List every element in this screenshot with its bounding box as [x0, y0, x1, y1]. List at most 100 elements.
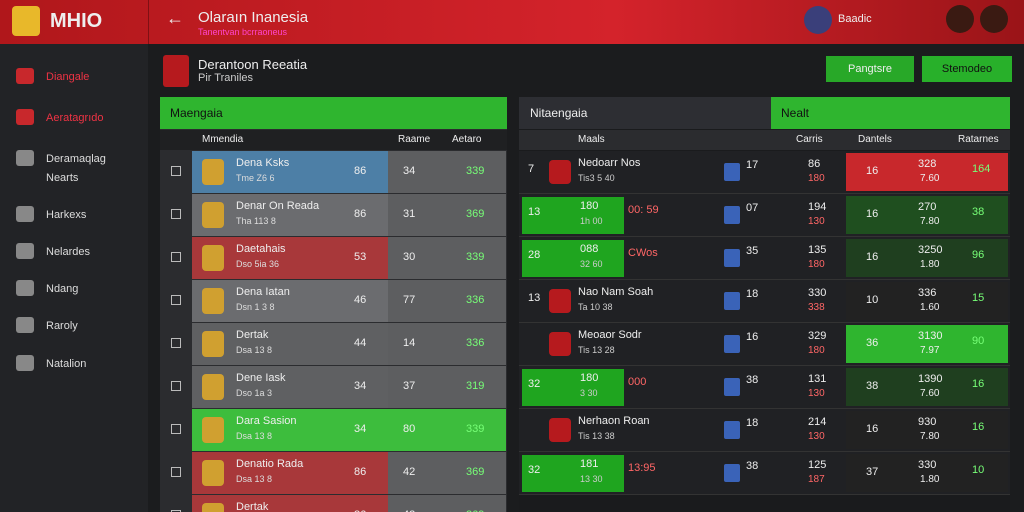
checkbox[interactable] [171, 295, 181, 305]
value: 53 [354, 251, 367, 263]
value: 7.80 [920, 431, 940, 442]
avatar[interactable] [804, 6, 832, 34]
checkbox[interactable] [171, 424, 181, 434]
column-label: Carris [796, 134, 823, 145]
button[interactable]: Stemodeo [922, 56, 1012, 82]
value: 16 [972, 378, 985, 390]
nav-item[interactable]: Diangale [46, 71, 90, 83]
nav-item[interactable]: Raroly [46, 320, 78, 332]
value: 339 [466, 165, 485, 177]
note: 13:95 [628, 462, 656, 474]
nav-icon[interactable] [16, 206, 34, 222]
checkbox[interactable] [171, 252, 181, 262]
team-sub: Ta 10 38 [578, 302, 613, 312]
nav-item[interactable]: Nelardes [46, 246, 91, 258]
value: 86 [354, 466, 367, 478]
rank: 32 [528, 464, 541, 476]
back-button[interactable]: ← [166, 8, 184, 28]
value: 125 [808, 459, 827, 471]
column-header [519, 130, 1010, 150]
nav-item[interactable]: Ndang [46, 283, 79, 295]
value: 31 [403, 208, 416, 220]
stat-cell [846, 239, 1008, 277]
value: 339 [466, 423, 485, 435]
value: 1.80 [920, 474, 940, 485]
value: 130 [808, 216, 825, 227]
value: 15 [972, 292, 985, 304]
team-name: Nao Nam Soah [578, 286, 654, 298]
value: 38 [972, 206, 985, 218]
divider [148, 0, 149, 44]
checkbox[interactable] [171, 338, 181, 348]
value: 336 [466, 337, 485, 349]
rank: 13 [528, 292, 541, 304]
team-badge [202, 503, 224, 512]
row-name-cell [192, 366, 388, 408]
team-badge [202, 417, 224, 443]
nav-item[interactable]: Natalion [46, 358, 87, 370]
team-badge [202, 159, 224, 185]
value: 44 [354, 337, 367, 349]
icon[interactable] [946, 5, 974, 33]
team-sub: 32 60 [580, 259, 603, 269]
team-sub: Dsa 13 8 [236, 431, 273, 441]
nav-icon[interactable] [16, 355, 34, 371]
value: 336 [466, 294, 485, 306]
row-value-cell [388, 495, 506, 512]
value: 16 [746, 331, 759, 343]
checkbox[interactable] [171, 467, 181, 477]
stat-icon [724, 163, 740, 181]
nav-item[interactable]: Aeratagrıdo [46, 112, 104, 124]
column-header [160, 130, 507, 150]
nav-icon[interactable] [16, 109, 34, 125]
nav-icon[interactable] [16, 68, 34, 84]
icon[interactable] [980, 5, 1008, 33]
value: 330 [808, 287, 827, 299]
stat-cell [846, 454, 1008, 492]
value: 330 [918, 459, 937, 471]
team-sub: 1h 00 [580, 216, 603, 226]
value: 130 [808, 431, 825, 442]
row-name-cell [192, 280, 388, 322]
nav-icon[interactable] [16, 280, 34, 296]
checkbox[interactable] [171, 209, 181, 219]
team-badge [202, 288, 224, 314]
button[interactable]: Pangtsre [826, 56, 914, 82]
note: CWos [628, 247, 658, 259]
value: 18 [746, 417, 759, 429]
logo-icon [12, 6, 40, 36]
value: 1.60 [920, 302, 940, 313]
stat-icon [724, 335, 740, 353]
checkbox[interactable] [171, 510, 181, 512]
column-label: Dantels [858, 134, 892, 145]
value: 180 [808, 345, 825, 356]
team-name: Dertak [236, 329, 269, 341]
row-name-cell [192, 452, 388, 494]
team-name: Daetahais [236, 243, 286, 255]
value: 7.97 [920, 345, 940, 356]
value: 37 [403, 380, 416, 392]
value: 16 [866, 251, 879, 263]
team-badge [549, 332, 571, 356]
value: 16 [866, 423, 879, 435]
logo: MHIO [50, 10, 103, 32]
nav-icon[interactable] [16, 317, 34, 333]
nav-icon[interactable] [16, 243, 34, 259]
value: 16 [866, 165, 879, 177]
panel-header [160, 97, 507, 129]
value: 30 [403, 251, 416, 263]
nav-item[interactable]: Harkexs [46, 209, 87, 221]
row-name-cell [192, 495, 388, 512]
checkbox[interactable] [171, 381, 181, 391]
row-name-cell [192, 323, 388, 365]
team-badge [549, 160, 571, 184]
nav-icon[interactable] [16, 150, 34, 166]
team-sub: Dsa 13 8 [236, 474, 273, 484]
team-name: Nerhaon Roan [578, 415, 650, 427]
stat-icon [724, 378, 740, 396]
stat-cell [846, 411, 1008, 449]
row-name-cell [192, 194, 388, 236]
checkbox[interactable] [171, 166, 181, 176]
nav-item[interactable]: Deramaqlag Nearts [46, 153, 106, 184]
value: 319 [466, 380, 485, 392]
